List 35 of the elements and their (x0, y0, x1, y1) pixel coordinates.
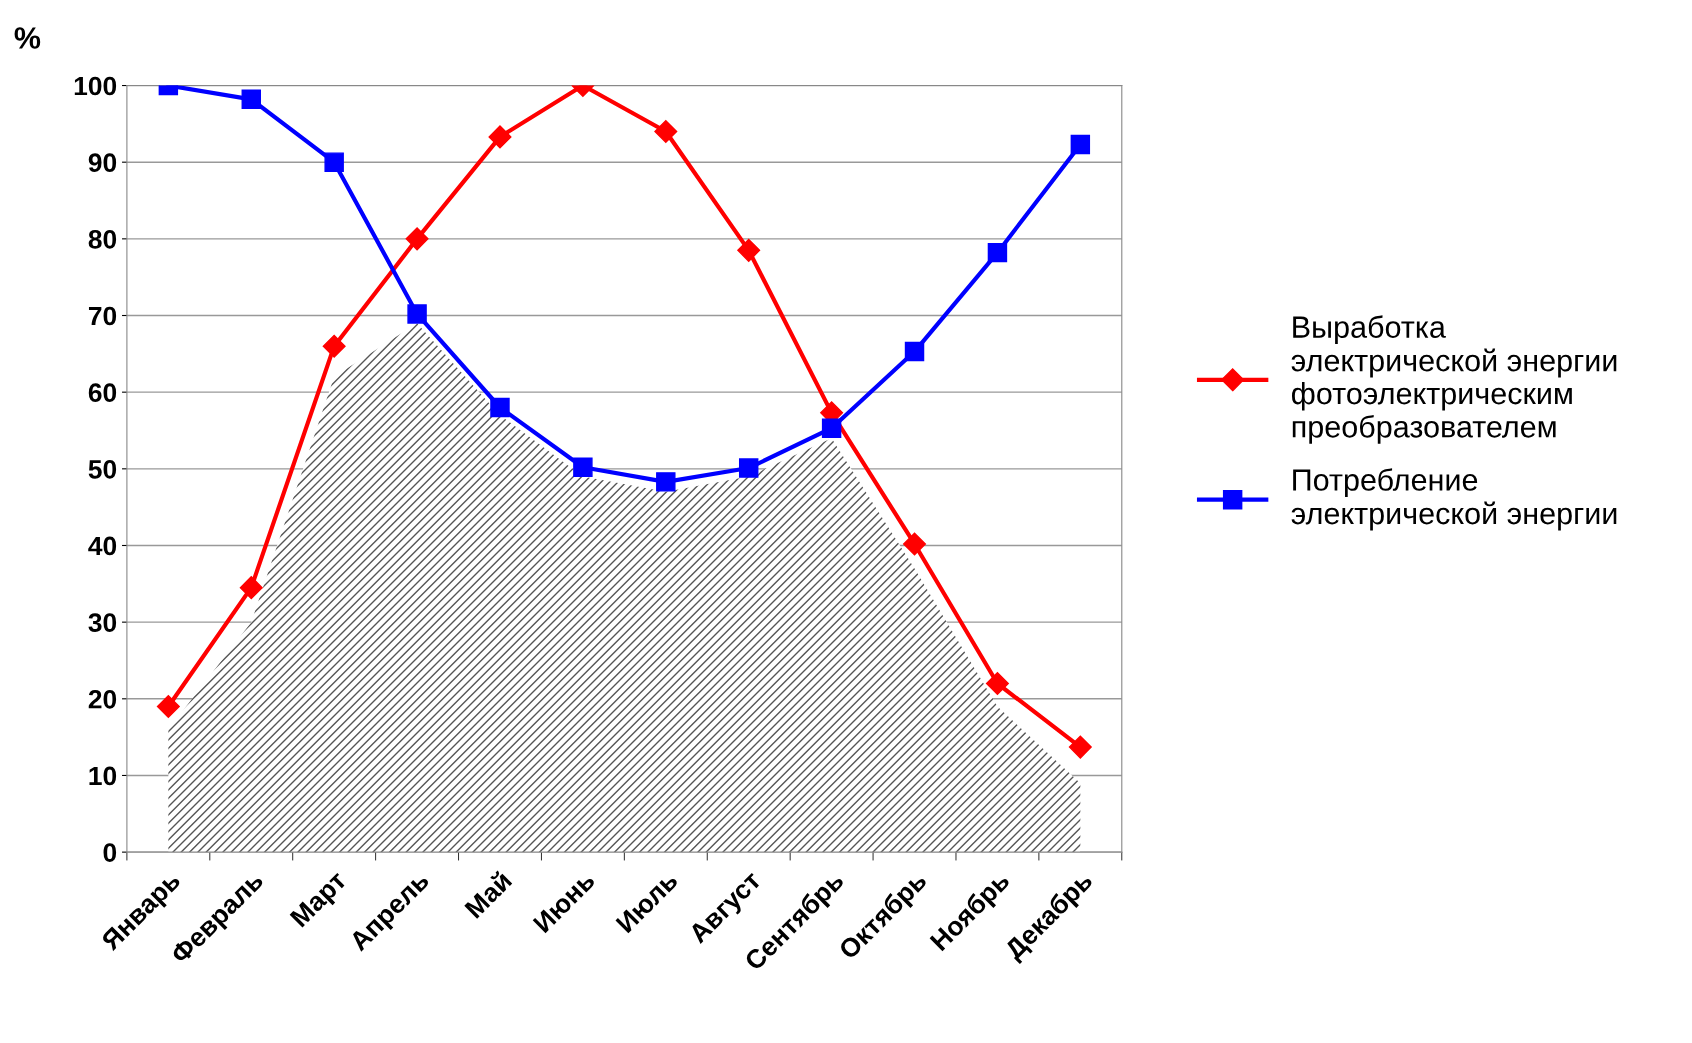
legend-label: Потребление электрической энергии (1291, 468, 1617, 531)
y-tick-label: 90 (88, 153, 117, 173)
y-tick-label: 0 (103, 843, 117, 862)
point (239, 576, 263, 600)
point (488, 125, 512, 149)
point (985, 671, 1009, 695)
point (407, 304, 427, 324)
point (821, 418, 842, 438)
point (1070, 134, 1091, 155)
point (654, 120, 678, 144)
point (241, 89, 261, 110)
point (903, 532, 927, 556)
point (987, 242, 1008, 263)
point (738, 458, 759, 478)
y-tick-label: 20 (88, 689, 117, 709)
point (490, 397, 510, 418)
y-tick-label: 60 (88, 383, 117, 402)
y-tick-label: 10 (89, 766, 117, 786)
y-tick-label: 50 (88, 459, 117, 479)
y-axis-title: % (14, 27, 41, 49)
point (737, 238, 761, 262)
point (405, 227, 429, 251)
point (156, 694, 180, 718)
y-tick-label: 30 (88, 613, 117, 633)
y-tick-label: 40 (88, 536, 117, 556)
point (324, 152, 344, 172)
point (573, 457, 593, 478)
y-tick-label: 70 (88, 306, 117, 326)
point (656, 472, 676, 492)
legend-label: Выработка электрической энергии фотоэлектрическим преобразователем (1291, 315, 1617, 444)
y-tick-label: 80 (88, 229, 117, 249)
point (1068, 735, 1092, 759)
y-tick-label: 100 (74, 76, 117, 96)
point (322, 334, 346, 358)
point (904, 341, 925, 362)
